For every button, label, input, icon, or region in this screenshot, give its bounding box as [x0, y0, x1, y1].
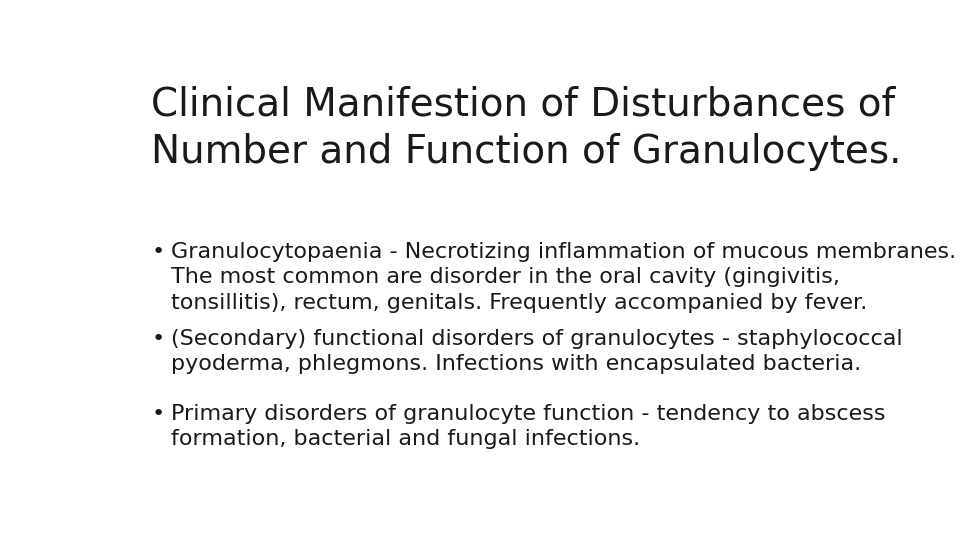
Text: Clinical Manifestion of Disturbances of
Number and Function of Granulocytes.: Clinical Manifestion of Disturbances of …	[152, 85, 901, 171]
Text: •: •	[152, 404, 164, 424]
Text: (Secondary) functional disorders of granulocytes - staphylococcal
pyoderma, phle: (Secondary) functional disorders of gran…	[171, 329, 902, 374]
Text: Primary disorders of granulocyte function - tendency to abscess
formation, bacte: Primary disorders of granulocyte functio…	[171, 404, 885, 449]
Text: •: •	[152, 241, 164, 261]
Text: •: •	[152, 329, 164, 349]
Text: Granulocytopaenia - Necrotizing inflammation of mucous membranes.
The most commo: Granulocytopaenia - Necrotizing inflamma…	[171, 241, 956, 313]
